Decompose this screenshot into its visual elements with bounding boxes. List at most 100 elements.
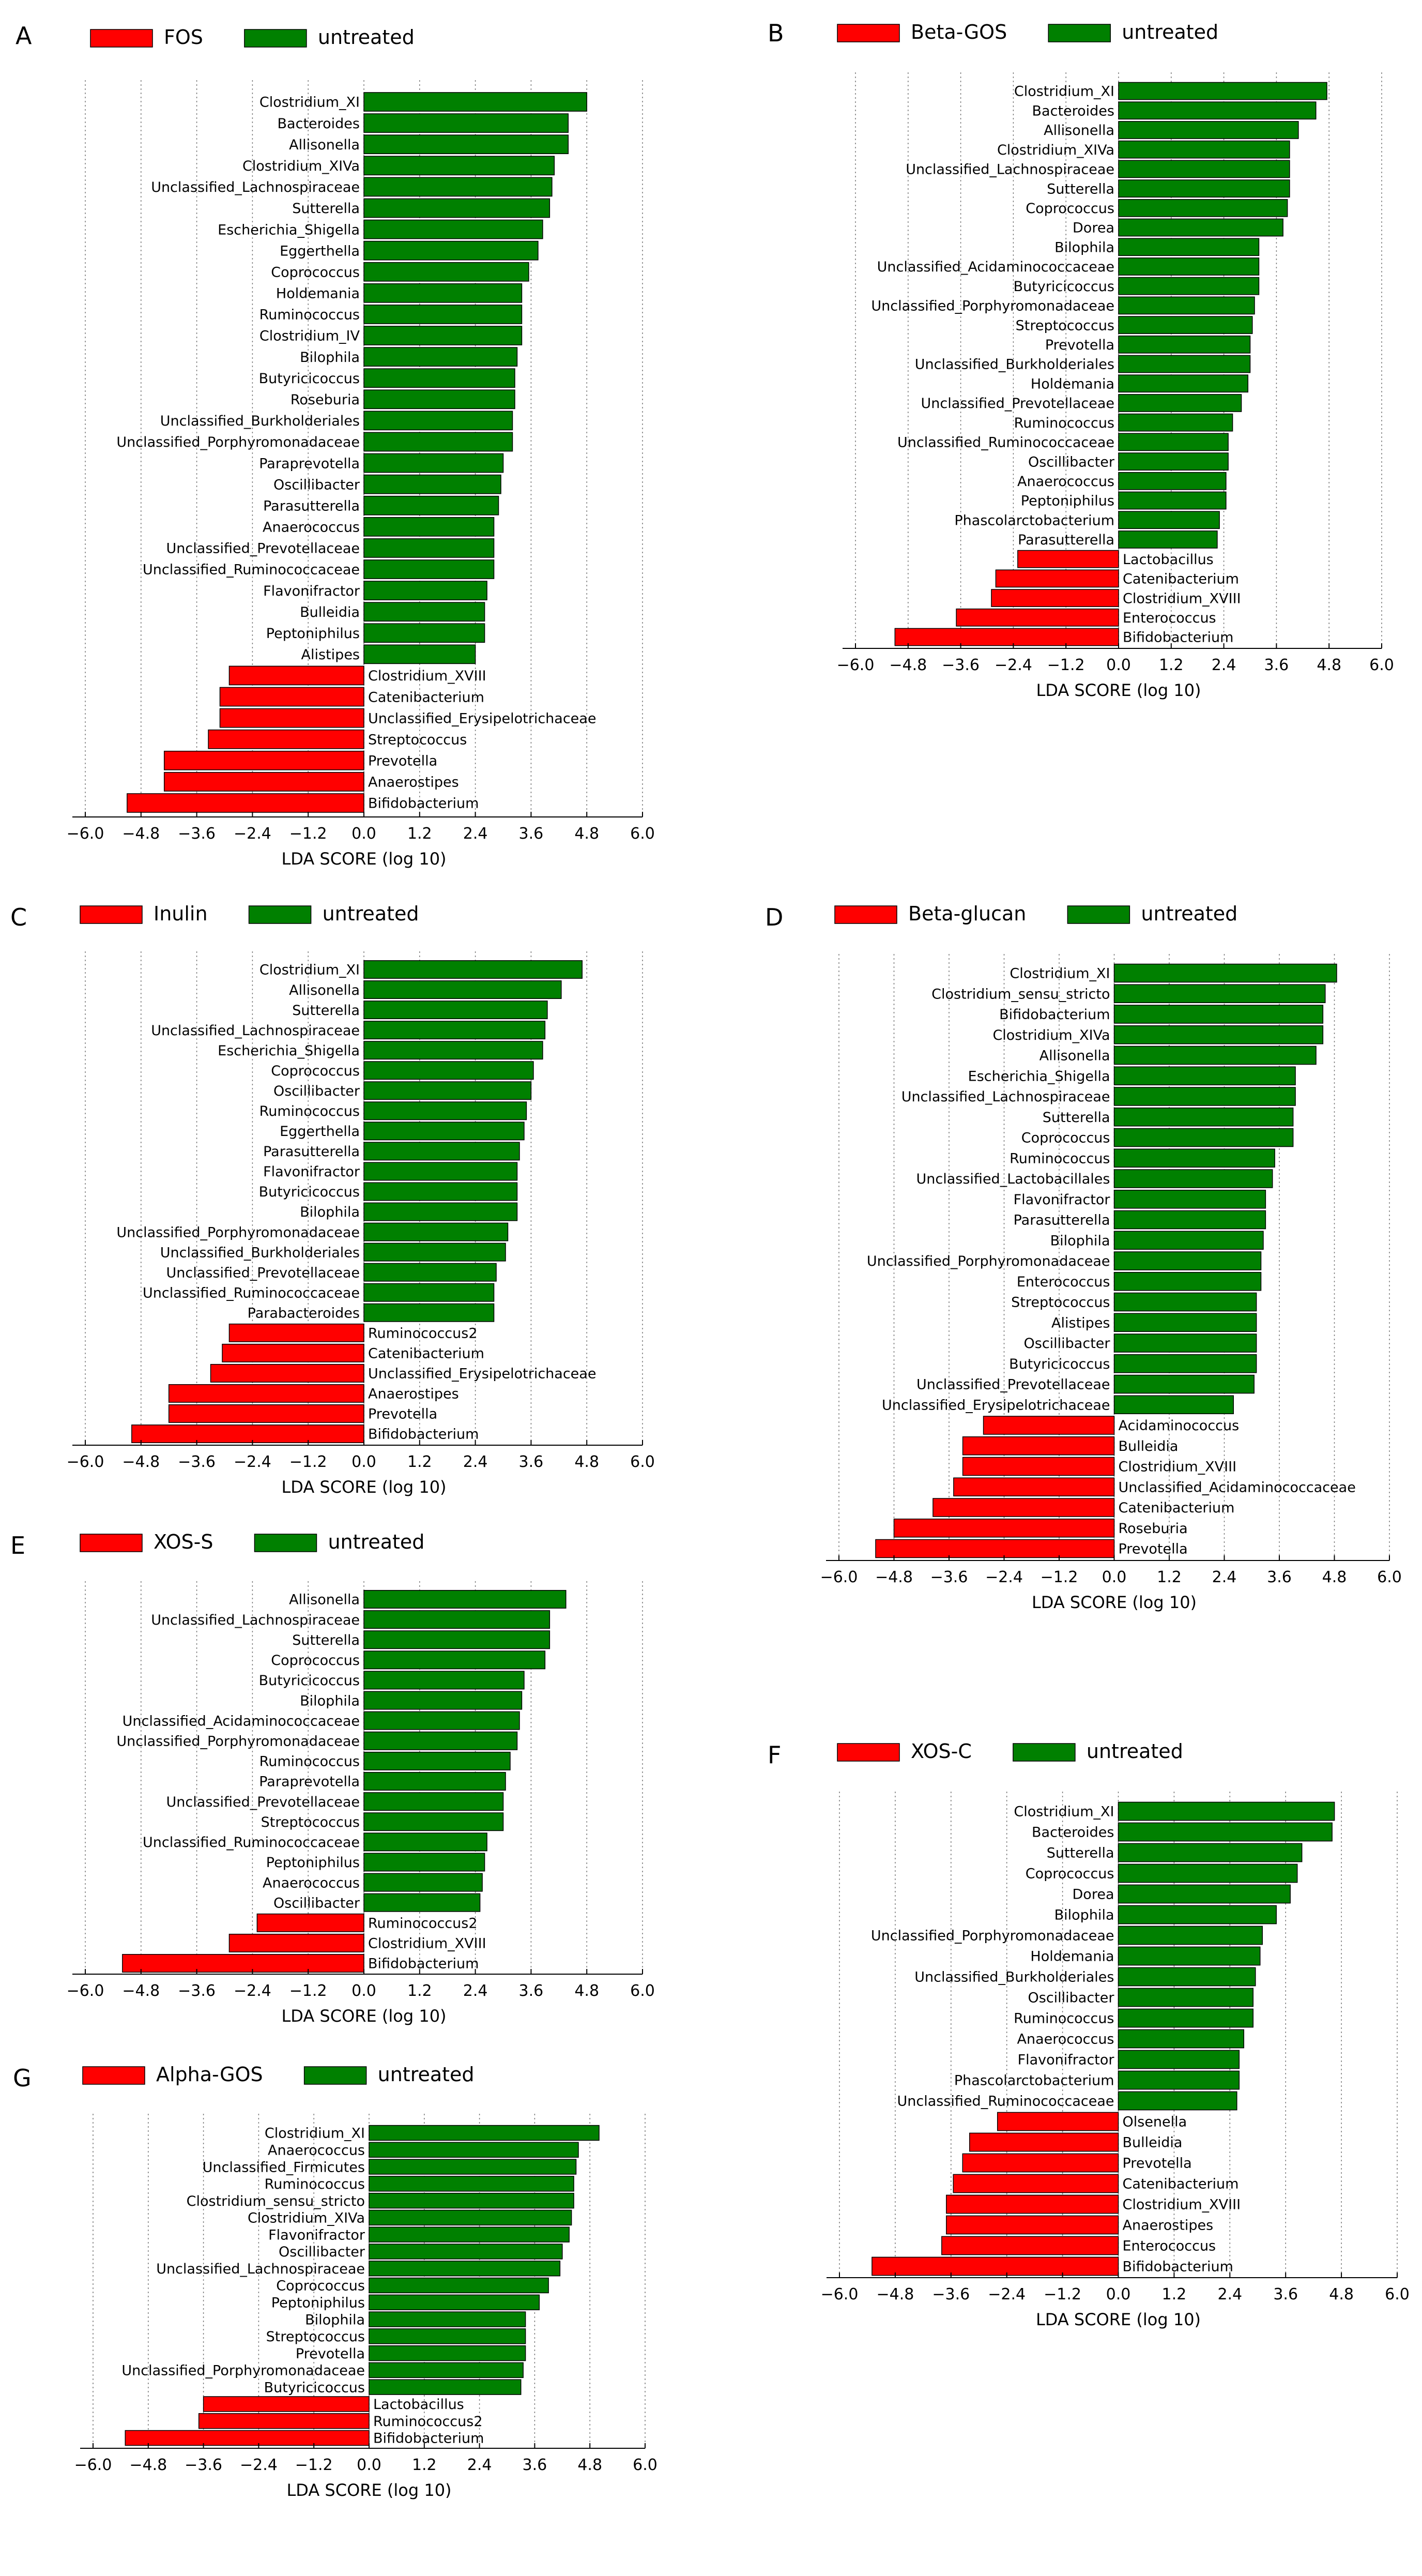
bar bbox=[256, 1913, 364, 1932]
bar-label: Bulleidia bbox=[1119, 1438, 1179, 1454]
bar bbox=[1118, 179, 1290, 198]
x-tick-label: 3.6 bbox=[519, 1453, 544, 1471]
bar bbox=[1113, 1354, 1257, 1373]
bar bbox=[228, 1933, 364, 1952]
bar-label: Oscillibacter bbox=[1028, 1990, 1115, 2006]
x-tick-label: 2.4 bbox=[463, 825, 488, 843]
x-tick-label: 3.6 bbox=[1267, 1568, 1292, 1586]
panel-d: D Beta-glucan untreated Clostridium_XI Clost… bbox=[765, 902, 1402, 1612]
bar bbox=[363, 1061, 534, 1080]
bar bbox=[363, 1610, 551, 1629]
x-tick-label: −1.2 bbox=[1047, 656, 1085, 674]
x-tick-label: −2.4 bbox=[234, 1453, 271, 1471]
bar-label: Clostridium_XI bbox=[259, 962, 360, 978]
x-axis-label: LDA SCORE (log 10) bbox=[281, 849, 446, 869]
bar-label: Bifidobacterium bbox=[368, 1427, 479, 1443]
bar-label: Enterococcus bbox=[1123, 610, 1216, 626]
x-tick-label: 1.2 bbox=[407, 1453, 432, 1471]
bar bbox=[1113, 1272, 1262, 1291]
bar-label: Streptococcus bbox=[266, 2329, 365, 2345]
bar-label: Clostridium_XIVa bbox=[997, 142, 1114, 158]
bar bbox=[363, 198, 551, 218]
x-tick-label: 1.2 bbox=[412, 2456, 437, 2474]
bar-label: Clostridium_IV bbox=[259, 328, 360, 344]
bar bbox=[969, 2132, 1119, 2152]
legend-label-treated: XOS-C bbox=[911, 1740, 972, 1763]
bar-label: Roseburia bbox=[290, 392, 360, 408]
bar bbox=[1113, 963, 1337, 983]
bar-label: Catenibacterium bbox=[368, 689, 484, 705]
bar-label: Parasutterella bbox=[1014, 1213, 1110, 1229]
bar bbox=[163, 750, 364, 770]
bar-label: Catenibacterium bbox=[1123, 2176, 1239, 2192]
bar bbox=[363, 495, 499, 516]
bar-label: Coprococcus bbox=[271, 1063, 360, 1079]
x-axis-label: LDA SCORE (log 10) bbox=[281, 2006, 446, 2026]
bar-label: Unclassified_Prevotellaceae bbox=[166, 1794, 360, 1810]
bar bbox=[1118, 238, 1260, 256]
bar bbox=[363, 1853, 485, 1872]
bar bbox=[1118, 218, 1283, 237]
bar bbox=[369, 2345, 526, 2361]
bar bbox=[1113, 1045, 1317, 1065]
bar bbox=[962, 2153, 1119, 2173]
panel-a: A FOS untreated Clostridium_XI Bacteroides Al… bbox=[16, 22, 655, 869]
legend-label-untreated: untreated bbox=[1122, 21, 1218, 43]
x-tick-label: −2.4 bbox=[240, 2456, 278, 2474]
bar bbox=[1118, 472, 1227, 490]
bar bbox=[363, 644, 476, 664]
x-tick-label: −3.6 bbox=[178, 1982, 216, 2000]
bar bbox=[1118, 394, 1242, 412]
bar-label: Unclassified_Ruminococcaceae bbox=[897, 435, 1114, 451]
x-tick-label: −1.2 bbox=[295, 2456, 333, 2474]
bar bbox=[1118, 257, 1260, 276]
bar-label: Oscillibacter bbox=[279, 2244, 365, 2260]
bar bbox=[1118, 511, 1220, 529]
bar bbox=[1113, 1292, 1257, 1312]
panel-c: C Inulin untreated Clostridium_XI Allisonell… bbox=[10, 902, 655, 1497]
bar-label: Parabacteroides bbox=[248, 1305, 360, 1321]
bar bbox=[363, 1081, 532, 1100]
bar-label: Holdemania bbox=[1031, 376, 1114, 392]
bar bbox=[363, 1832, 487, 1852]
bar-label: Paraprevotella bbox=[259, 456, 360, 472]
x-tick-label: 2.4 bbox=[463, 1453, 488, 1471]
bar-label: Bilophila bbox=[1050, 1233, 1110, 1249]
legend-label-treated: Inulin bbox=[154, 902, 208, 925]
bar-label: Lactobacillus bbox=[1123, 552, 1214, 568]
bar bbox=[363, 581, 487, 600]
bar bbox=[932, 1498, 1115, 1517]
bar bbox=[363, 1142, 520, 1161]
legend-label-treated: Alpha-GOS bbox=[156, 2063, 263, 2086]
bar bbox=[363, 92, 587, 112]
bar-label: Butyricicoccus bbox=[1014, 279, 1114, 295]
bar-label: Flavonifractor bbox=[263, 583, 360, 599]
x-tick-label: 2.4 bbox=[1212, 656, 1236, 674]
bar-label: Alistipes bbox=[301, 647, 360, 663]
x-tick-label: −4.8 bbox=[875, 1568, 913, 1586]
x-tick-label: 4.8 bbox=[1317, 656, 1341, 674]
x-tick-label: −6.0 bbox=[837, 656, 875, 674]
legend-swatch-treated bbox=[837, 1743, 900, 1762]
bar-label: Enterococcus bbox=[1017, 1274, 1110, 1290]
bar bbox=[369, 2226, 570, 2242]
legend-label-untreated: untreated bbox=[1141, 902, 1237, 925]
legend-swatch-untreated bbox=[1048, 24, 1111, 42]
legend-label-treated: Beta-GOS bbox=[911, 21, 1007, 43]
bar bbox=[222, 1343, 364, 1362]
bar bbox=[369, 2192, 574, 2209]
bar bbox=[1118, 296, 1255, 315]
bar bbox=[363, 1792, 504, 1811]
bar bbox=[369, 2244, 563, 2260]
bar-label: Sutterella bbox=[292, 1632, 360, 1648]
bar bbox=[363, 347, 518, 367]
legend-swatch-treated bbox=[834, 905, 897, 924]
bar-label: Catenibacterium bbox=[368, 1346, 484, 1362]
legend-swatch-untreated bbox=[254, 1534, 317, 1552]
bar-label: Anaerococcus bbox=[263, 1875, 360, 1891]
bar bbox=[1118, 121, 1299, 139]
x-tick-label: −3.6 bbox=[942, 656, 980, 674]
bar-label: Flavonifractor bbox=[1014, 1192, 1111, 1208]
bar-label: Holdemania bbox=[276, 286, 360, 302]
x-tick-label: 6.0 bbox=[630, 1453, 655, 1471]
